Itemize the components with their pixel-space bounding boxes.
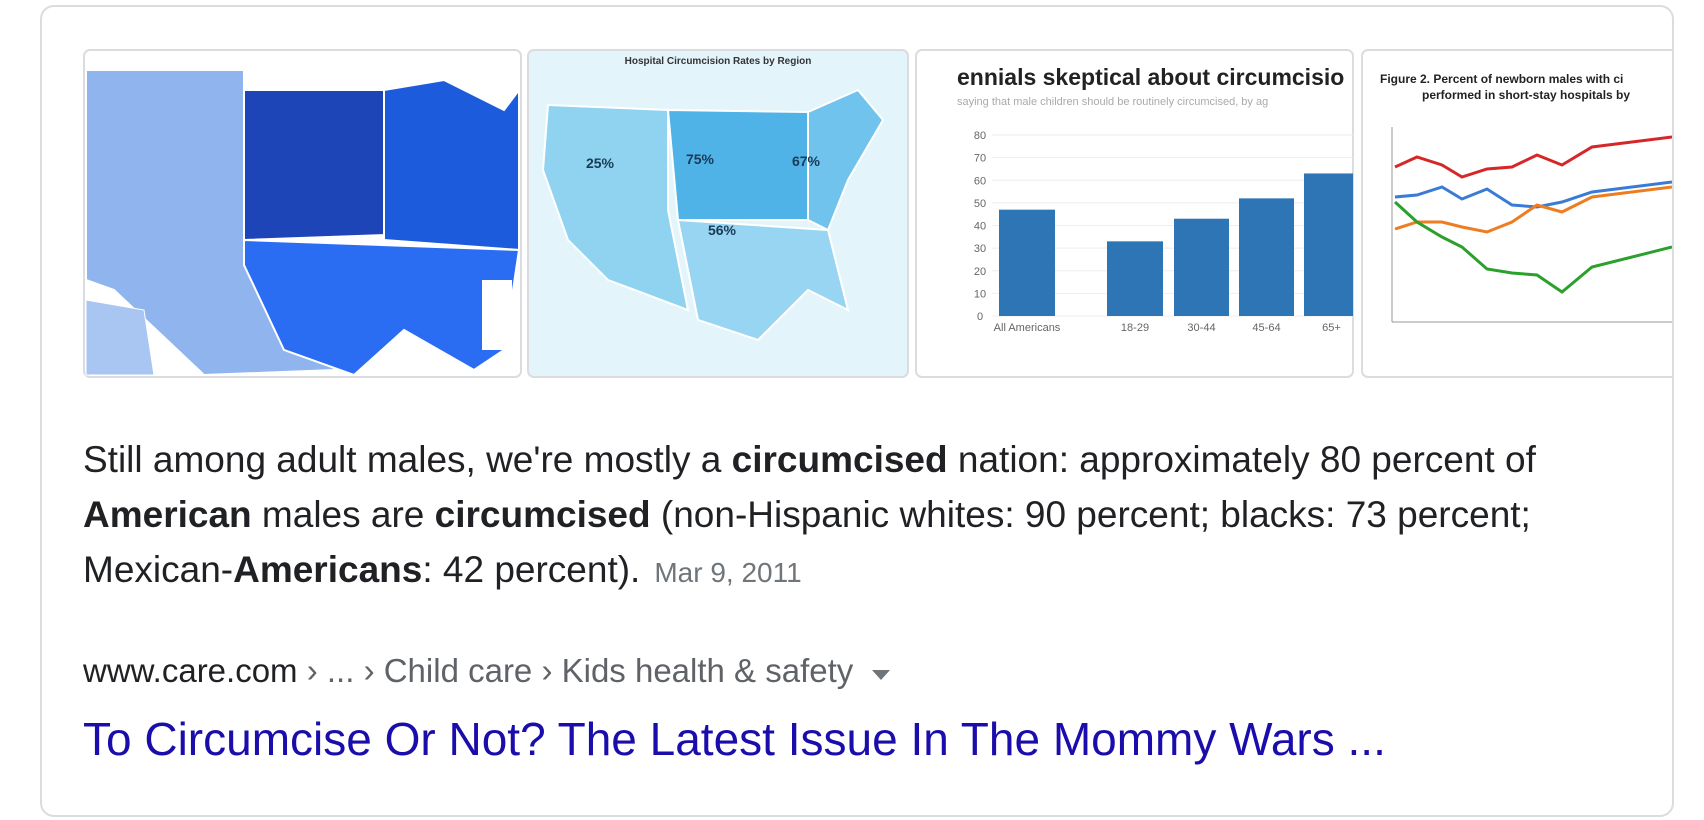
- thumbnails: Hospital Circumcision Rates by Region 25…: [83, 49, 1672, 378]
- bar: [1174, 218, 1229, 316]
- x-tick-label: 45-64: [1252, 322, 1280, 334]
- x-tick-label: All Americans: [994, 322, 1061, 334]
- text: males are: [251, 494, 435, 535]
- y-tick-label: 10: [974, 288, 986, 300]
- map-region: [243, 89, 385, 242]
- rate-label: 75%: [686, 151, 715, 167]
- text: : 42 percent).: [422, 549, 641, 590]
- x-tick-label: 30-44: [1187, 322, 1215, 334]
- line: [1394, 180, 1672, 209]
- bar: [1304, 173, 1353, 316]
- map-region: [243, 238, 521, 377]
- map-region: [676, 218, 850, 342]
- map-region: [541, 103, 690, 312]
- y-tick-label: 30: [974, 243, 986, 255]
- site: www.care.com: [83, 652, 298, 689]
- thumb-title: performed in short-stay hospitals by: [1422, 88, 1630, 102]
- y-tick-label: 20: [974, 266, 986, 278]
- line: [1394, 185, 1672, 234]
- map-region: [85, 299, 155, 376]
- y-tick-label: 70: [974, 153, 986, 165]
- thumb-title: Figure 2. Percent of newborn males with …: [1380, 72, 1623, 86]
- bold-text: circumcised: [434, 494, 651, 535]
- thumbnail-map[interactable]: [83, 49, 522, 378]
- thumb-subtitle: saying that male children should be rout…: [957, 96, 1268, 108]
- breadcrumb[interactable]: www.care.com › ... › Child care › Kids h…: [83, 652, 892, 690]
- y-tick-label: 60: [974, 175, 986, 187]
- thumb-frame: [1361, 49, 1672, 378]
- text: (non-Hispanic whites: 90 percent; blacks…: [83, 494, 1531, 590]
- line: [1393, 200, 1672, 294]
- y-tick-label: 40: [974, 221, 986, 233]
- bold-text: Americans: [233, 549, 423, 590]
- rate-label: 25%: [586, 155, 615, 171]
- y-tick-label: 50: [974, 198, 986, 210]
- date: Mar 9, 2011: [654, 557, 802, 588]
- snippet: Still among adult males, we're mostly a …: [83, 432, 1643, 600]
- map-region: [383, 78, 520, 252]
- result-title[interactable]: To Circumcise Or Not? The Latest Issue I…: [83, 713, 1386, 765]
- bar: [1239, 198, 1294, 316]
- bar: [999, 209, 1055, 316]
- dropdown-arrow[interactable]: [870, 668, 892, 682]
- text: Still among adult males, we're mostly a: [83, 439, 732, 480]
- rate-label: 56%: [708, 222, 737, 238]
- path: › ... › Child care › Kids health & safet…: [297, 652, 854, 689]
- x-tick-label: 65+: [1322, 322, 1341, 334]
- bold-text: American: [83, 494, 252, 535]
- rate-label: 67%: [792, 153, 821, 169]
- bold-text: circumcised: [731, 439, 948, 480]
- line: [1394, 135, 1672, 179]
- x-tick-label: 18-29: [1121, 322, 1149, 334]
- y-tick-label: 0: [977, 311, 983, 323]
- y-tick-label: 80: [974, 130, 986, 142]
- result-card: Hospital Circumcision Rates by Region 25…: [40, 5, 1674, 817]
- thumb-title: Hospital Circumcision Rates by Region: [625, 56, 812, 67]
- thumbnail-line-chart[interactable]: Figure 2. Percent of newborn males with …: [1361, 49, 1672, 378]
- map-region: [807, 88, 885, 232]
- text: nation: approximately 80 percent of: [947, 439, 1536, 480]
- thumb-title: ennials skeptical about circumcisio: [957, 64, 1344, 90]
- map-key: [482, 280, 512, 350]
- thumbnail-map-rates[interactable]: Hospital Circumcision Rates by Region 25…: [527, 49, 909, 378]
- bar: [1107, 241, 1163, 316]
- thumbnail-bar-chart[interactable]: ennials skeptical about circumcisio sayin…: [915, 49, 1367, 378]
